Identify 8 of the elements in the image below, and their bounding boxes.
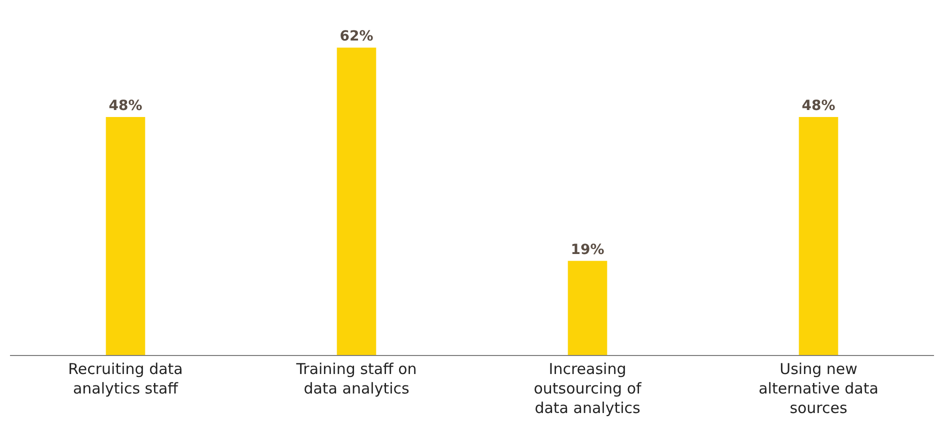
x-tick-label: Using new alternative data sources	[758, 360, 878, 417]
data-label: 48%	[802, 98, 836, 114]
data-label: 48%	[108, 98, 142, 114]
x-tick-label: Training staff on data analytics	[295, 360, 417, 398]
data-label: 62%	[340, 28, 374, 45]
x-tick-label: Increasing outsourcing of data analytics	[534, 360, 642, 417]
x-tick-label: Recruiting data analytics staff	[68, 360, 183, 398]
data-label: 19%	[570, 242, 604, 258]
